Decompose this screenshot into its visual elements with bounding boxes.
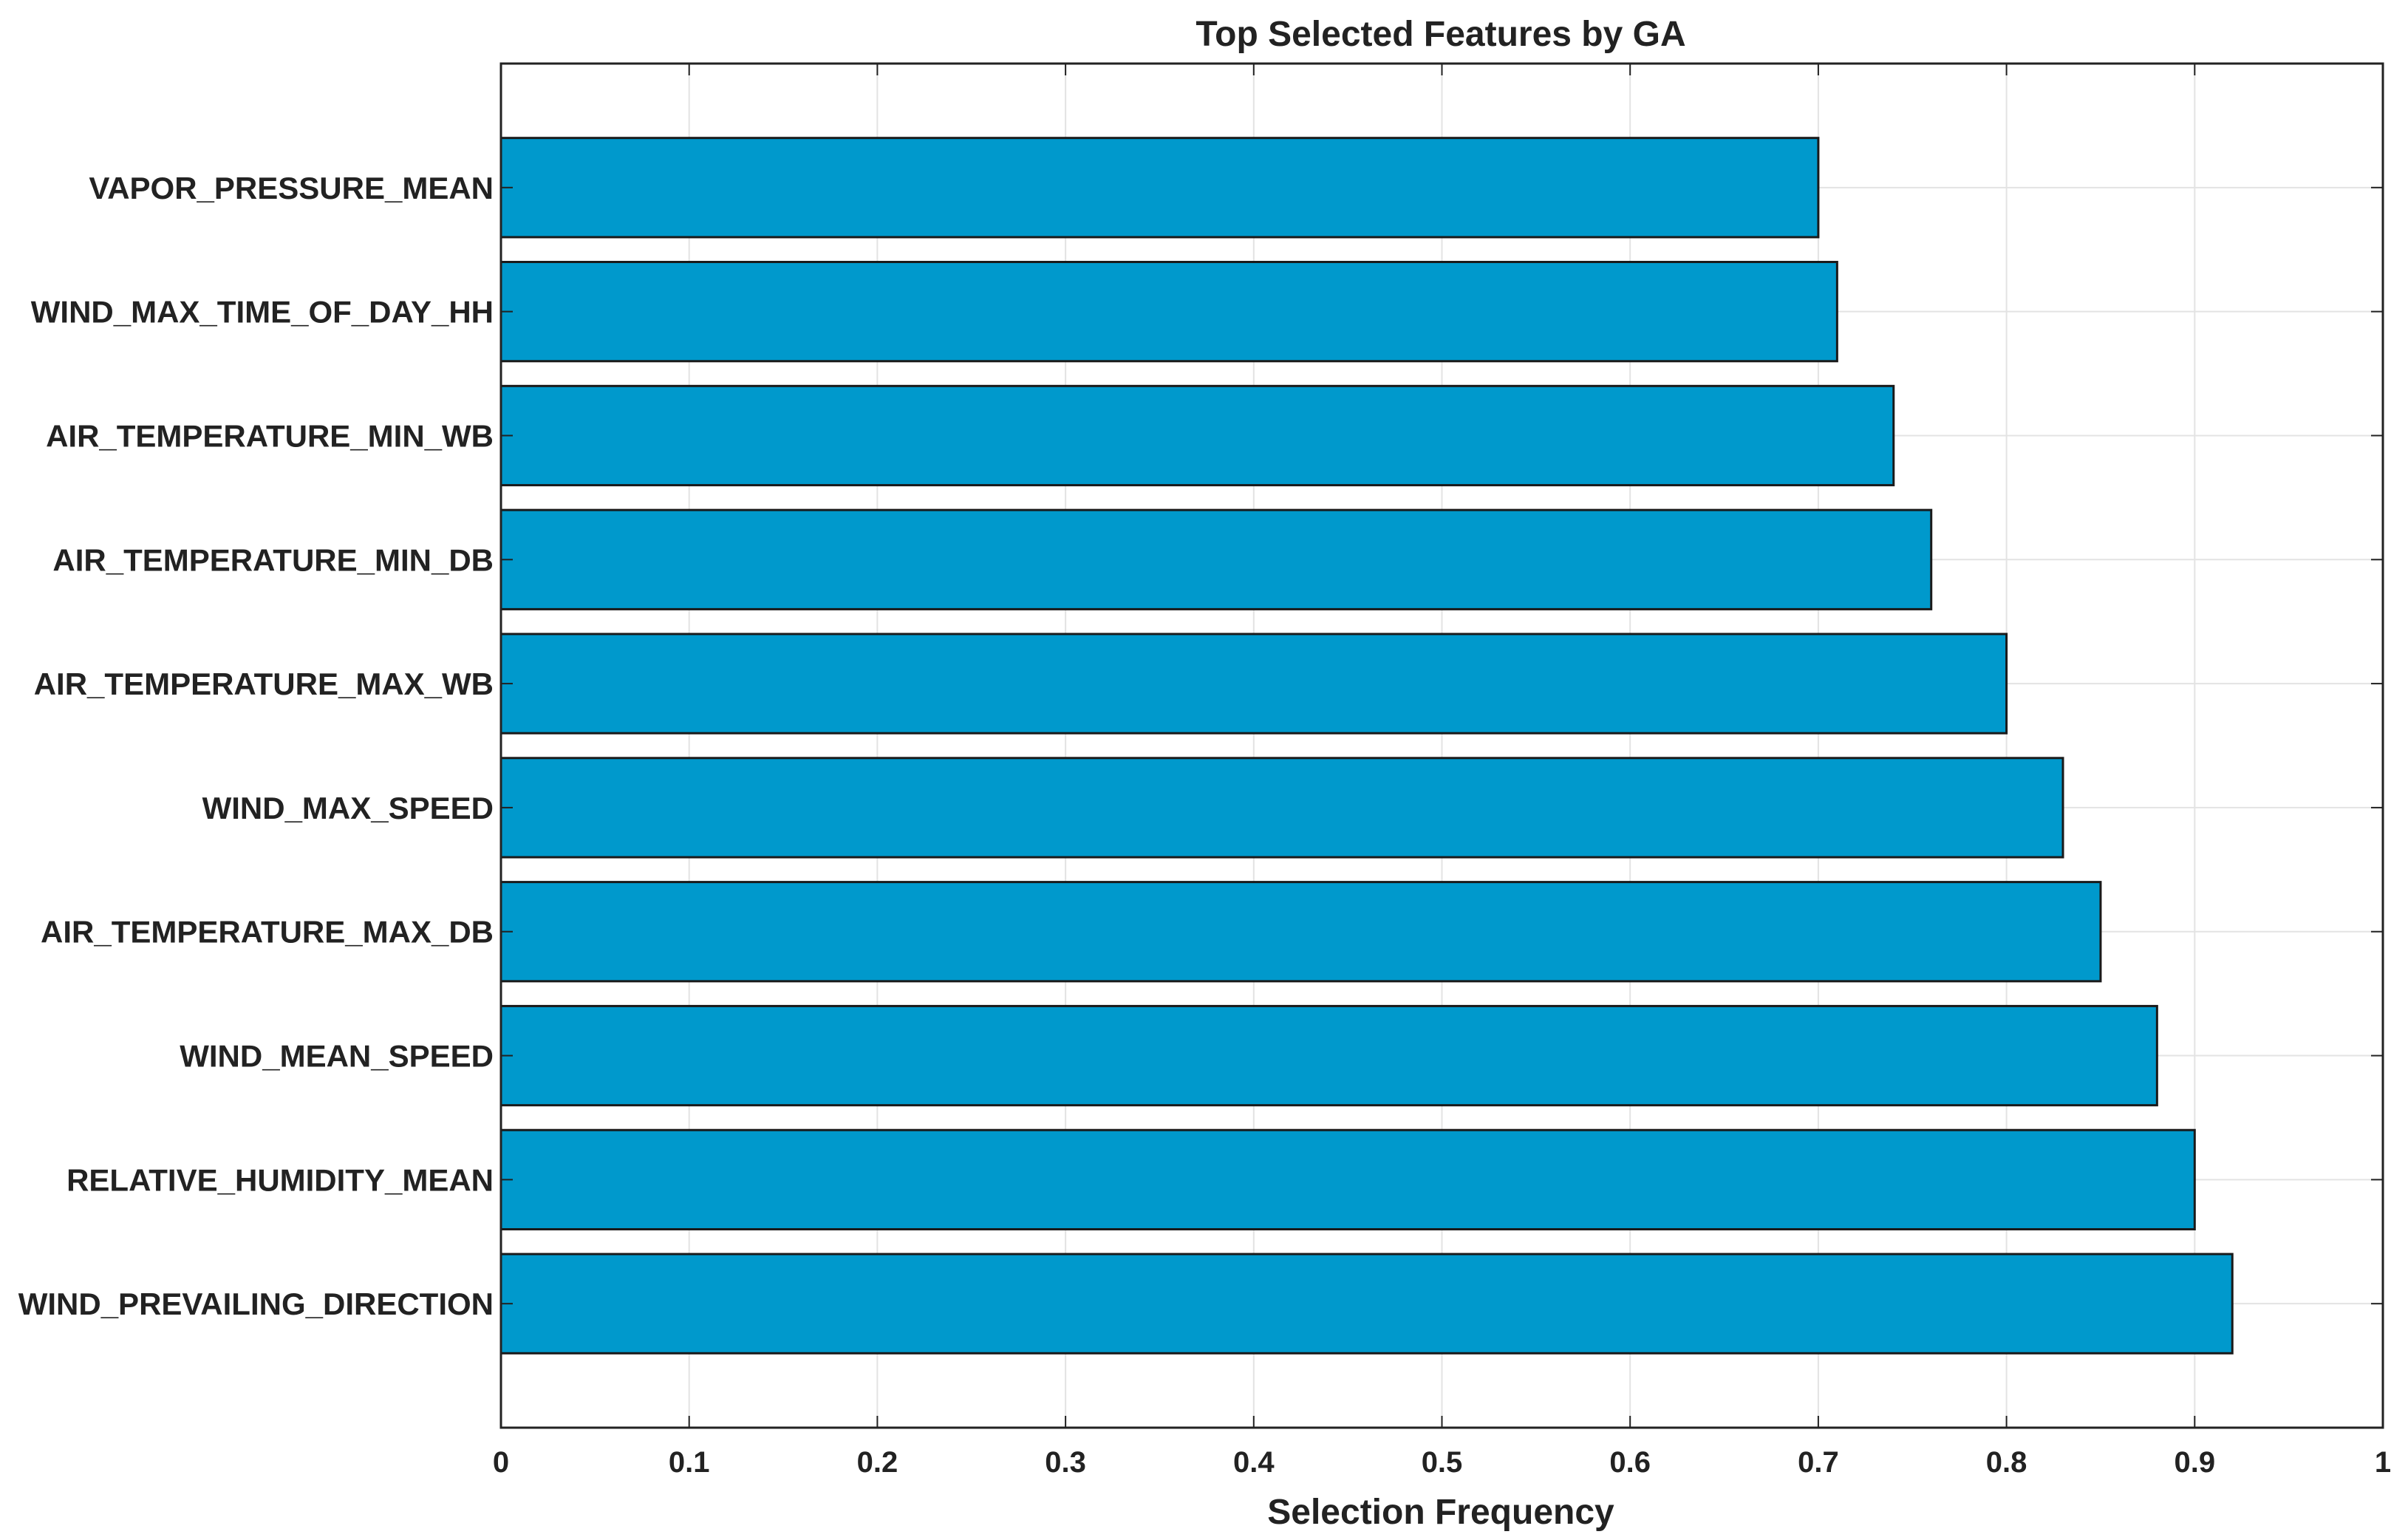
bar-wind-max-speed: [499, 757, 2064, 859]
x-tick-label: 0.6: [1609, 1446, 1651, 1479]
bar-wind-prevailing-direction: [499, 1253, 2234, 1355]
bar-air-temperature-min-db: [499, 508, 1933, 610]
x-tick-label: 1: [2375, 1446, 2391, 1479]
x-tick-label: 0.3: [1045, 1446, 1086, 1479]
x-tick-labels: 0 0.1 0.2 0.3 0.4 0.5 0.6 0.7 0.8 0.9 1: [493, 1446, 2391, 1479]
x-tick-label: 0.9: [2174, 1446, 2215, 1479]
x-tick-label: 0.4: [1233, 1446, 1275, 1479]
y-tick-label: WIND_MAX_TIME_OF_DAY_HH: [31, 295, 494, 330]
x-tick-label: 0.2: [857, 1446, 898, 1479]
y-tick-label: AIR_TEMPERATURE_MIN_WB: [46, 418, 494, 453]
x-axis-label: Selection Frequency: [1267, 1493, 1614, 1532]
x-tick-label: 0.1: [669, 1446, 710, 1479]
bar-wind-mean-speed: [499, 1004, 2158, 1107]
bar-vapor-pressure-mean: [499, 137, 1820, 239]
bar-air-temperature-min-wb: [499, 384, 1895, 487]
y-tick-label: WIND_PREVAILING_DIRECTION: [18, 1287, 494, 1321]
axes-frame: [499, 62, 2384, 1429]
x-tick-label: 0.7: [1798, 1446, 1839, 1479]
bar-air-temperature-max-wb: [499, 633, 2008, 735]
bar-wind-max-time-of-day-hh: [499, 261, 1838, 363]
y-tick-label: WIND_MEAN_SPEED: [180, 1039, 494, 1074]
bars: [499, 137, 2234, 1355]
x-tick-label: 0: [493, 1446, 509, 1479]
y-tick-label: RELATIVE_HUMIDITY_MEAN: [66, 1162, 494, 1197]
y-tick-labels: VAPOR_PRESSURE_MEAN WIND_MAX_TIME_OF_DAY_…: [18, 171, 494, 1321]
bar-relative-humidity-mean: [499, 1128, 2196, 1230]
y-tick-label: AIR_TEMPERATURE_MAX_WB: [34, 667, 494, 701]
x-tick-label: 0.5: [1422, 1446, 1463, 1479]
bar-air-temperature-max-db: [499, 881, 2102, 983]
y-tick-label: WIND_MAX_SPEED: [202, 791, 494, 825]
x-tick-label: 0.8: [1986, 1446, 2027, 1479]
y-tick-label: AIR_TEMPERATURE_MIN_DB: [52, 542, 494, 577]
y-tick-label: VAPOR_PRESSURE_MEAN: [89, 171, 494, 205]
chart-title: Top Selected Features by GA: [1196, 15, 1685, 54]
y-tick-label: AIR_TEMPERATURE_MAX_DB: [41, 915, 494, 950]
